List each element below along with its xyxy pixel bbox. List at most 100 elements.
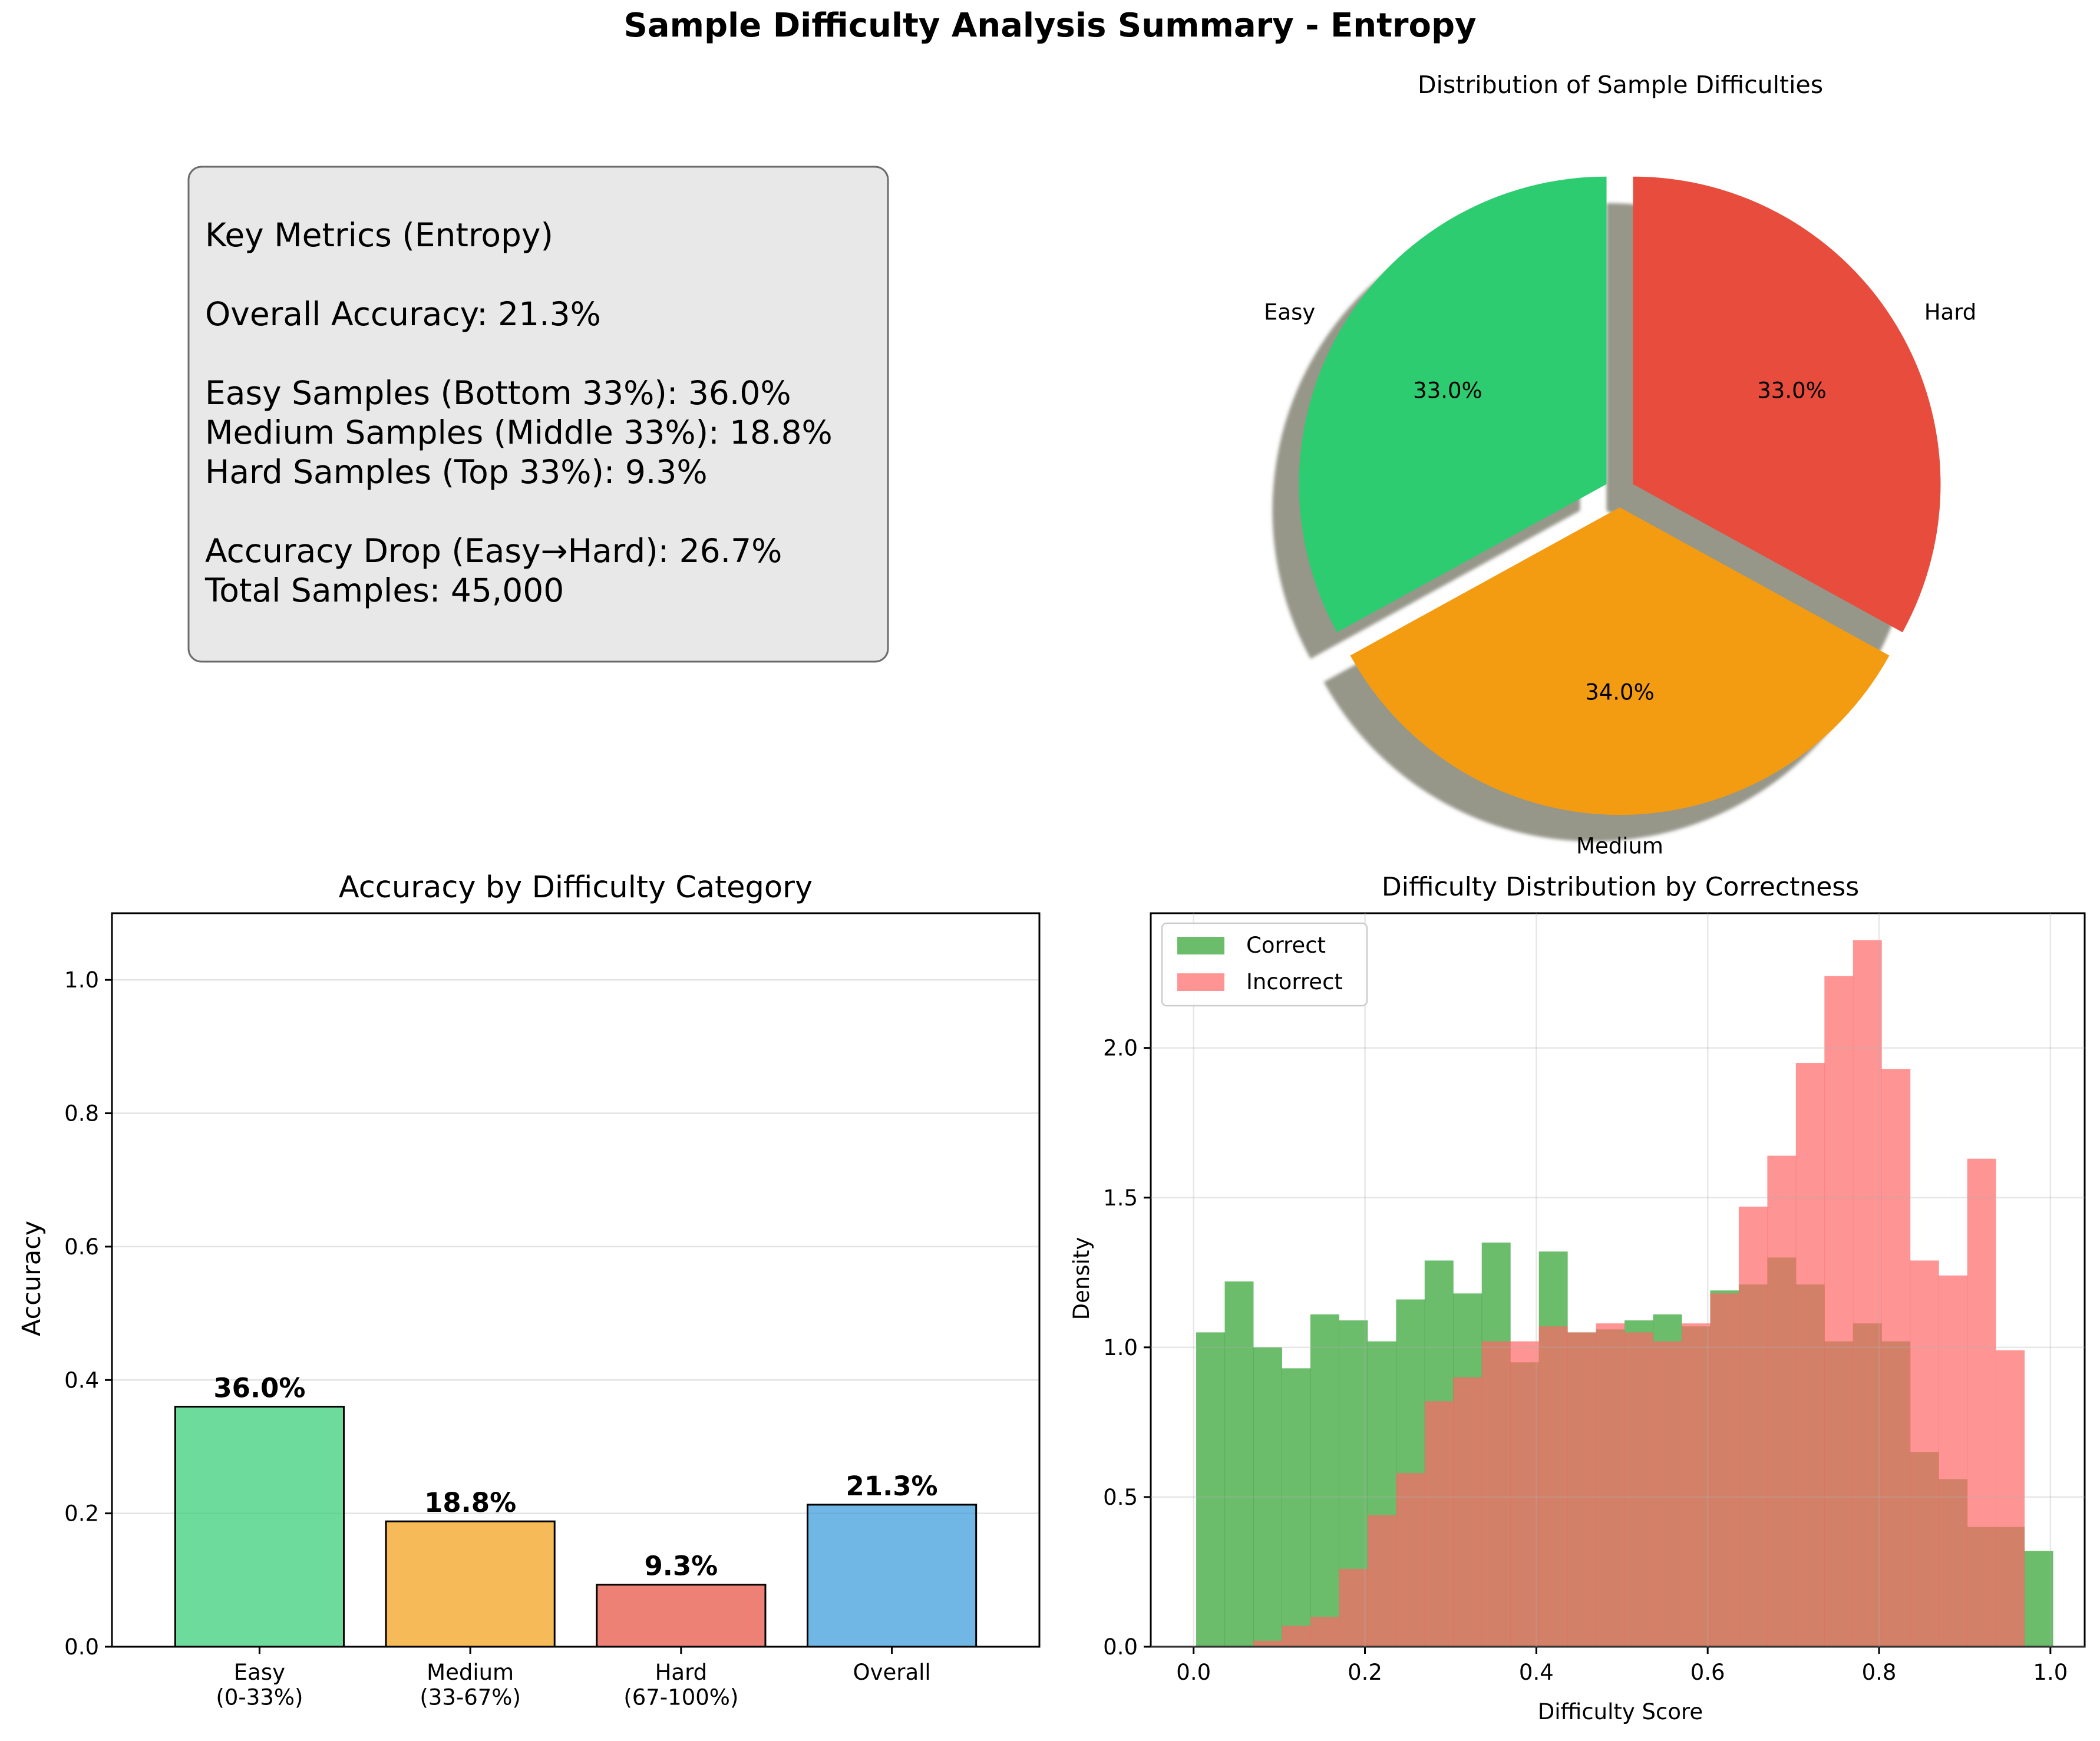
histogram-bar-incorrect (1653, 1341, 1682, 1647)
bar-chart-y-axis-label: Accuracy (17, 1221, 47, 1336)
pie-chart-title: Distribution of Sample Difficulties (1418, 71, 1823, 99)
legend-label-incorrect: Incorrect (1246, 969, 1343, 995)
histogram-x-tick-label: 0.6 (1690, 1660, 1725, 1685)
histogram-bar-incorrect (1510, 1341, 1540, 1647)
key-metric-line: Hard Samples (Top 33%): 9.3% (205, 453, 708, 491)
histogram-y-tick-label: 1.5 (1103, 1185, 1138, 1211)
pie-slice-medium (1350, 507, 1890, 815)
pie-slice-hard (1633, 176, 1941, 633)
histogram-y-axis-label: Density (1069, 1237, 1094, 1320)
histogram-x-tick-label: 0.4 (1519, 1660, 1554, 1685)
bar-y-tick-label: 0.6 (64, 1234, 99, 1260)
bar-value-label: 18.8% (424, 1487, 516, 1518)
histogram-bar-incorrect (1967, 1158, 1996, 1647)
bar-y-tick-label: 0.8 (64, 1101, 99, 1126)
histogram-bar-correct (1282, 1368, 1311, 1647)
key-metric-line: Total Samples: 45,000 (204, 571, 564, 609)
histogram-x-tick-label: 0.8 (1862, 1660, 1897, 1685)
bar-value-label: 21.3% (846, 1471, 938, 1502)
histogram-x-axis-label: Difficulty Score (1538, 1699, 1703, 1725)
bar-0 (174, 1406, 345, 1648)
histogram-bar-incorrect (1795, 1063, 1825, 1647)
histogram-x-tick-label: 0.2 (1348, 1660, 1382, 1685)
histogram-bar-incorrect (1538, 1326, 1568, 1647)
key-metric-line: Accuracy Drop (Easy→Hard): 26.7% (205, 532, 782, 570)
histogram-x-tick-label: 0.0 (1176, 1660, 1211, 1685)
bar-y-tick-label: 0.0 (64, 1634, 99, 1660)
pie-category-label: Hard (1924, 299, 1977, 325)
histogram-bar-incorrect (1910, 1260, 1939, 1647)
bar-2 (596, 1584, 767, 1648)
histogram-x-ticks: 0.0 0.2 0.4 0.6 0.8 1.0 (1176, 1647, 2068, 1685)
pie-percent-label: 34.0% (1585, 679, 1655, 705)
legend-swatch-incorrect (1177, 973, 1224, 991)
histogram-bar-incorrect (1339, 1568, 1368, 1647)
bar-value-label: 9.3% (644, 1551, 718, 1582)
figure-title: Sample Difficulty Analysis Summary - Ent… (623, 6, 1476, 45)
histogram-panel: Difficulty Distribution by Correctness 0… (1069, 872, 2086, 1725)
bar-chart-axes-frame (111, 912, 1041, 1648)
bar-chart-bars: 36.0% 18.8% 9.3% 21.3% (174, 1373, 978, 1648)
key-metrics-panel: Key Metrics (Entropy) Overall Accuracy: 2… (187, 166, 889, 663)
histogram-bars (1196, 940, 2053, 1647)
bar-chart-y-ticks: 0.0 0.2 0.4 0.6 0.8 1.0 (64, 967, 112, 1660)
pie-labels: 33.0% Easy 34.0% Medium 33.0% Hard (1264, 299, 1976, 858)
histogram-y-tick-label: 2.0 (1103, 1036, 1138, 1061)
legend-swatch-correct (1177, 937, 1224, 954)
pie-slices (1299, 176, 1941, 815)
histogram-bar-incorrect (1710, 1293, 1739, 1647)
bar-y-tick-label: 1.0 (64, 967, 99, 993)
pie-chart-panel: Distribution of Sample Difficulties 33.0… (1264, 71, 1976, 858)
bar-category-label: Overall (853, 1660, 930, 1685)
bar-1 (385, 1520, 556, 1648)
histogram-bar-correct (1310, 1314, 1339, 1647)
key-metric-line: Overall Accuracy: 21.3% (205, 295, 601, 333)
histogram-title: Difficulty Distribution by Correctness (1382, 872, 1859, 902)
key-metrics-box (187, 166, 889, 663)
bar-category-label: Medium (33-67%) (420, 1660, 521, 1710)
histogram-bar-incorrect (1282, 1626, 1311, 1647)
bar-category-label: Hard (67-100%) (623, 1660, 738, 1710)
key-metric-line: Medium Samples (Middle 33%): 18.8% (205, 414, 833, 451)
histogram-bar-incorrect (1367, 1515, 1396, 1647)
bar-category-label: Easy (0-33%) (216, 1660, 303, 1710)
histogram-bar-incorrect (1396, 1473, 1425, 1647)
key-metric-line: Easy Samples (Bottom 33%): 36.0% (205, 374, 791, 412)
histogram-y-ticks: 0.0 0.5 1.0 1.5 2.0 (1103, 1036, 1151, 1660)
histogram-bar-incorrect (1939, 1275, 1968, 1647)
bar-chart-title: Accuracy by Difficulty Category (339, 870, 813, 905)
histogram-bar-incorrect (1253, 1640, 1282, 1647)
bar-value-label: 36.0% (213, 1373, 305, 1404)
bar-3 (807, 1504, 978, 1648)
pie-slice-easy (1299, 176, 1607, 633)
histogram-gridlines (1151, 913, 2085, 1648)
histogram-bar-incorrect (1567, 1332, 1597, 1647)
histogram-y-tick-label: 1.0 (1103, 1335, 1138, 1360)
histogram-bar-incorrect (1453, 1377, 1482, 1647)
histogram-bar-incorrect (1881, 1069, 1911, 1647)
histogram-y-tick-label: 0.0 (1103, 1634, 1138, 1660)
histogram-bar-correct (1224, 1281, 1254, 1647)
legend-label-correct: Correct (1246, 933, 1326, 958)
histogram-bar-incorrect (1481, 1341, 1511, 1647)
histogram-bar-incorrect (1310, 1617, 1339, 1647)
key-metrics-text: Key Metrics (Entropy) Overall Accuracy: 2… (204, 216, 833, 609)
histogram-bar-incorrect (1996, 1350, 2025, 1647)
histogram-bar-incorrect (1853, 940, 1882, 1647)
bar-y-tick-label: 0.4 (64, 1367, 99, 1393)
histogram-bar-incorrect (1738, 1207, 1768, 1647)
histogram-x-tick-label: 1.0 (2033, 1660, 2068, 1685)
histogram-bar-correct (1196, 1332, 1226, 1647)
histogram-legend: Correct Incorrect (1161, 922, 1368, 1007)
histogram-bar-correct (2024, 1551, 2053, 1647)
histogram-bar-incorrect (1681, 1323, 1711, 1647)
histogram-bar-incorrect (1424, 1401, 1454, 1647)
histogram-axes-frame (1150, 912, 2086, 1648)
histogram-bar-incorrect (1624, 1332, 1654, 1647)
key-metric-line: Key Metrics (Entropy) (205, 216, 553, 254)
histogram-bar-incorrect (1767, 1155, 1797, 1647)
bar-chart-panel: Accuracy by Difficulty Category 36.0% 18.… (17, 870, 1041, 1710)
pie-percent-label: 33.0% (1757, 378, 1827, 403)
pie-category-label: Easy (1264, 299, 1315, 325)
